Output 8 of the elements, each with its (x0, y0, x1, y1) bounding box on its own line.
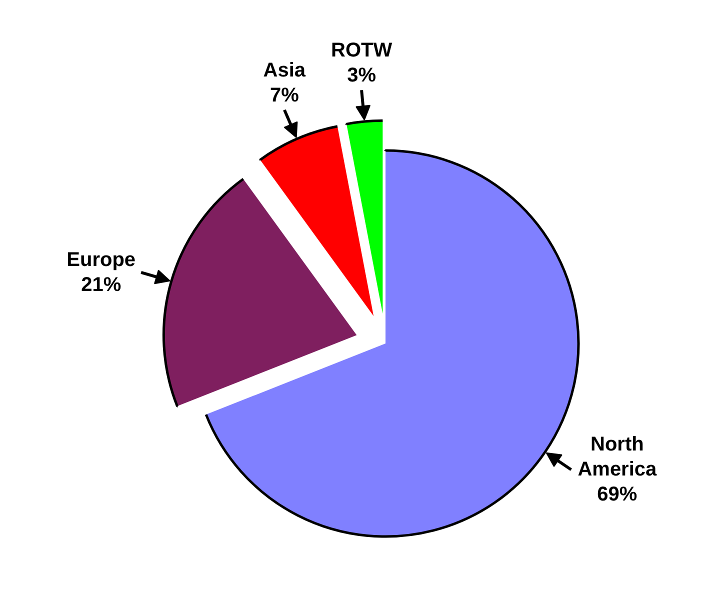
data-label: 69% (597, 484, 638, 506)
data-label: 3% (347, 64, 376, 87)
data-label: 21% (81, 274, 122, 296)
slice-label: Asia (263, 59, 306, 82)
slice-label: North America (578, 434, 658, 481)
data-label: 7% (270, 84, 300, 106)
slice-label: ROTW (331, 40, 392, 62)
slice-label: Europe (66, 248, 136, 271)
